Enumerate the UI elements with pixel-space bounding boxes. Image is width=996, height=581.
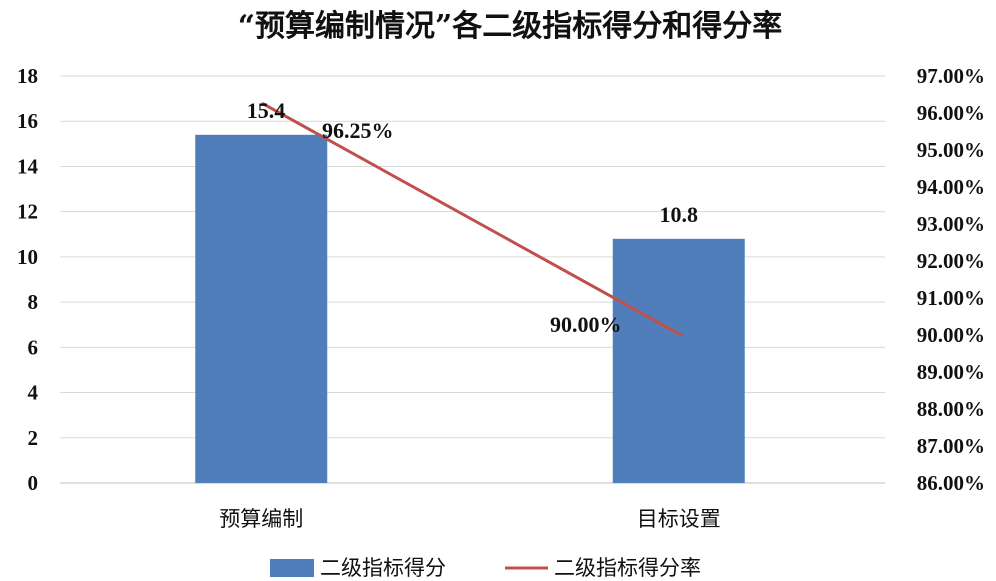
right-tick-label: 90.00%: [917, 323, 985, 347]
right-tick-label: 93.00%: [917, 212, 985, 236]
left-tick-label: 2: [28, 426, 39, 450]
left-tick-label: 12: [17, 200, 38, 224]
right-tick-label: 87.00%: [917, 434, 985, 458]
gridlines: [60, 75, 885, 484]
bar: [195, 134, 328, 484]
right-tick-label: 86.00%: [917, 471, 985, 495]
bar-series: [195, 134, 745, 484]
chart-title: “预算编制情况”各二级指标得分和得分率: [238, 9, 783, 44]
line-value-label: 90.00%: [550, 312, 622, 337]
right-tick-label: 92.00%: [917, 249, 985, 273]
bar-value-label: 15.4: [247, 98, 286, 123]
rate-line: [262, 102, 682, 337]
right-tick-label: 88.00%: [917, 397, 985, 421]
left-tick-label: 14: [17, 154, 39, 178]
right-tick-label: 95.00%: [917, 138, 985, 162]
bar: [612, 238, 745, 483]
left-tick-label: 10: [17, 245, 38, 269]
line-value-label: 96.25%: [322, 118, 394, 143]
right-tick-label: 94.00%: [917, 175, 985, 199]
left-tick-label: 6: [28, 335, 39, 359]
rate-point: [679, 333, 683, 337]
right-tick-label: 97.00%: [917, 64, 985, 88]
left-tick-label: 0: [28, 471, 39, 495]
left-tick-label: 18: [17, 64, 38, 88]
legend-label-bar: 二级指标得分: [320, 556, 446, 580]
legend: 二级指标得分 二级指标得分率: [270, 556, 701, 580]
left-y-axis: 0 2 4 6 8 10 12 14 16 18: [17, 64, 39, 495]
category-label: 目标设置: [637, 507, 721, 531]
data-labels: 15.4 10.8 96.25% 90.00%: [247, 98, 698, 337]
legend-swatch-bar: [270, 559, 314, 577]
category-label: 预算编制: [219, 507, 303, 531]
left-tick-label: 8: [28, 290, 39, 314]
bar-value-label: 10.8: [660, 202, 699, 227]
rate-point: [261, 102, 265, 106]
legend-label-line: 二级指标得分率: [554, 556, 701, 580]
right-tick-label: 91.00%: [917, 286, 985, 310]
right-tick-label: 96.00%: [917, 101, 985, 125]
category-axis: 预算编制 目标设置: [219, 507, 721, 531]
right-y-axis: 86.00% 87.00% 88.00% 89.00% 90.00% 91.00% 92.0…: [917, 64, 985, 495]
right-tick-label: 89.00%: [917, 360, 985, 384]
left-tick-label: 4: [28, 381, 39, 405]
line-series: [261, 102, 683, 337]
left-tick-label: 16: [17, 109, 38, 133]
